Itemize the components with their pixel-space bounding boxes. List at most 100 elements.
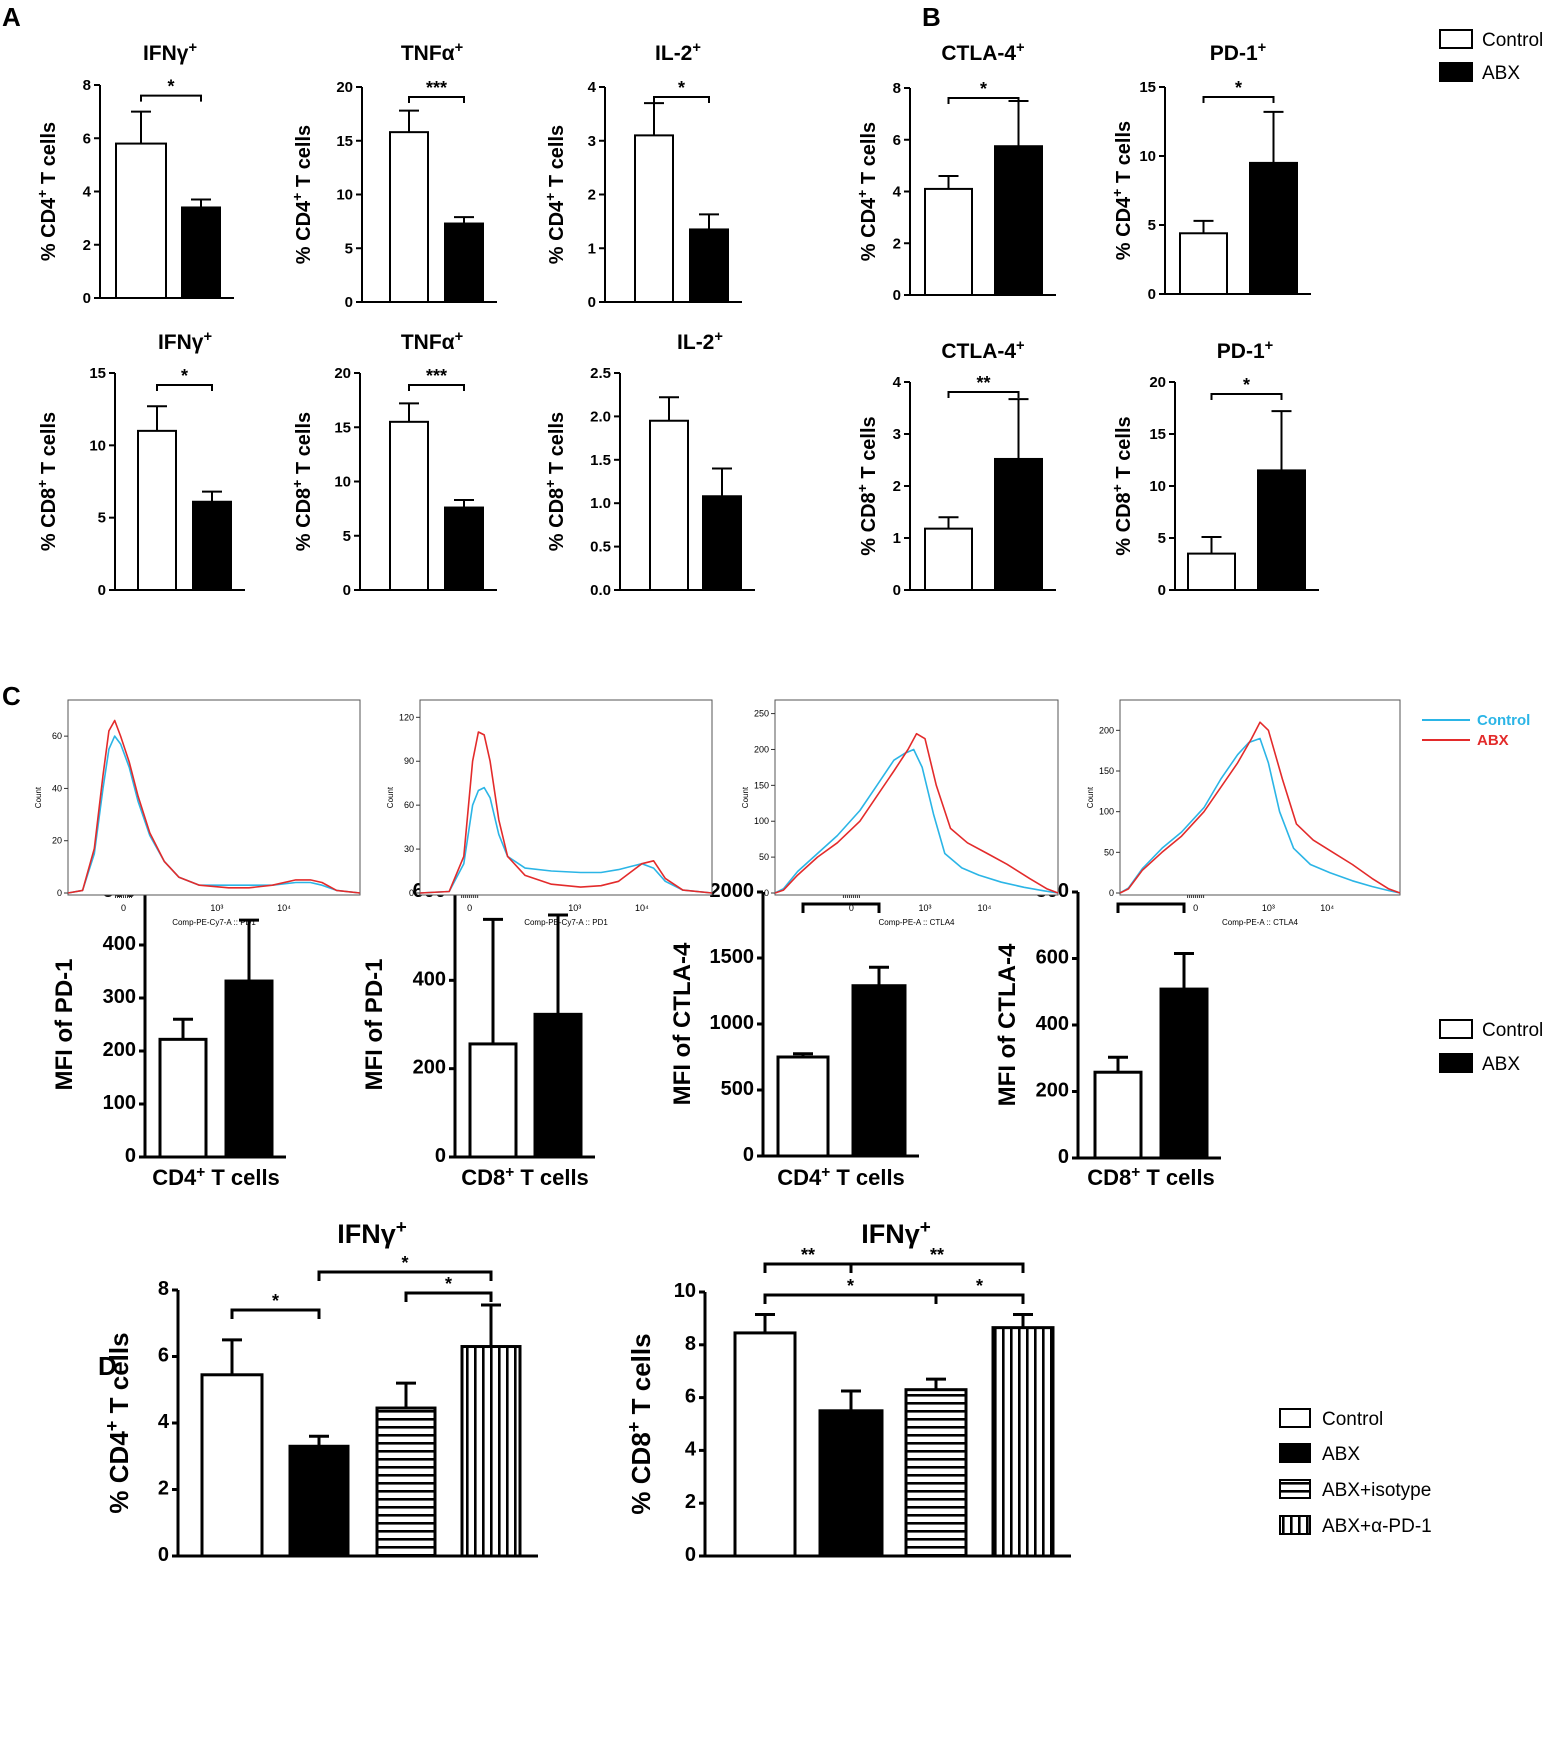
bar-control bbox=[158, 1037, 208, 1159]
y-tick-label: 400 bbox=[413, 968, 446, 990]
y-axis-label: Count bbox=[34, 786, 43, 808]
significance-bracket bbox=[763, 1293, 938, 1304]
significance-label: * bbox=[847, 1276, 854, 1296]
y-tick-label: 1 bbox=[893, 530, 901, 547]
bar-abx bbox=[181, 206, 221, 300]
y-tick-label: 4 bbox=[83, 184, 92, 201]
y-tick-label: 0 bbox=[1058, 1146, 1069, 1168]
bar-control bbox=[1187, 552, 1236, 591]
y-tick-label: 4 bbox=[893, 184, 902, 201]
bar-control bbox=[634, 134, 674, 303]
y-tick-label: 50 bbox=[759, 852, 769, 862]
legend-d-swatch-control bbox=[1279, 1408, 1311, 1428]
y-tick-label: 6 bbox=[158, 1345, 169, 1367]
y-axis-label: % CD8+ T cells bbox=[34, 412, 60, 551]
significance-label: * bbox=[445, 1274, 452, 1294]
x-tick-label: 10³ bbox=[568, 903, 581, 913]
panel-letter-b: B bbox=[922, 2, 941, 32]
x-tick-label: 0 bbox=[121, 903, 126, 913]
y-tick-label: 8 bbox=[158, 1278, 169, 1300]
y-tick-label: 0.0 bbox=[590, 582, 611, 599]
legend-ab-swatch-control bbox=[1439, 29, 1473, 49]
y-axis-label: % CD8+ T cells bbox=[289, 412, 315, 551]
significance-bracket bbox=[408, 384, 465, 391]
histogram-line-abx bbox=[1119, 721, 1401, 894]
y-tick-label: 15 bbox=[1139, 79, 1156, 96]
bar-abx bbox=[1257, 469, 1306, 591]
y-tick-label: 150 bbox=[754, 780, 769, 790]
y-tick-label: 20 bbox=[336, 79, 353, 96]
bar-control bbox=[200, 1373, 264, 1558]
bar-control bbox=[1093, 1070, 1143, 1160]
legend-d-swatch-abx bbox=[1279, 1443, 1311, 1463]
chart-a1: 0 2 4 6 8 IFNγ+ % CD4+ T cells * bbox=[34, 40, 234, 307]
y-tick-label: 0 bbox=[83, 290, 91, 307]
plot-frame bbox=[1119, 699, 1401, 896]
y-tick-label: 2.0 bbox=[590, 408, 611, 425]
histogram-line-control bbox=[774, 748, 1059, 894]
significance-bracket bbox=[140, 94, 202, 102]
y-tick-label: 2 bbox=[893, 478, 901, 495]
significance-bracket bbox=[156, 384, 213, 391]
chart-a2: 0 5 10 15 20 TNFα+ % CD4+ T cells *** bbox=[289, 40, 497, 311]
legend-ab: Control ABX bbox=[1439, 29, 1543, 84]
chart-title: IFNγ+ bbox=[143, 40, 197, 65]
y-tick-label: 8 bbox=[685, 1333, 696, 1355]
y-tick-label: 0 bbox=[158, 1544, 169, 1566]
significance-label: ** bbox=[976, 373, 990, 393]
significance-label: *** bbox=[426, 366, 447, 386]
significance-label: ** bbox=[801, 1245, 815, 1265]
y-tick-label: 6 bbox=[893, 132, 901, 149]
y-tick-label: 5 bbox=[98, 510, 106, 527]
y-axis-label: % CD8+ T cells bbox=[542, 412, 568, 551]
bar-abx-pd-1 bbox=[991, 1326, 1055, 1558]
chart-title: CTLA-4+ bbox=[941, 40, 1024, 65]
legend-d-swatch-isotype bbox=[1279, 1479, 1311, 1499]
significance-bracket bbox=[317, 1270, 493, 1281]
y-tick-label: 15 bbox=[334, 419, 351, 436]
y-tick-label: 0 bbox=[409, 888, 414, 898]
chart-c7: 0 500 1000 1500 2000 CD4+ T cells MFI of CTLA-… bbox=[669, 880, 919, 1190]
x-tick-label: 10⁴ bbox=[635, 903, 649, 913]
histogram-line-control bbox=[1119, 737, 1401, 894]
y-tick-label: 150 bbox=[1099, 766, 1114, 776]
bar-control bbox=[649, 419, 689, 591]
bar-control bbox=[389, 420, 429, 592]
legend-ab-label-control: Control bbox=[1482, 30, 1543, 51]
y-tick-label: 4 bbox=[158, 1411, 170, 1433]
panel-letter-d: D bbox=[98, 1351, 117, 1381]
significance-bracket bbox=[1116, 902, 1186, 913]
chart-a6: 0.0 0.5 1.0 1.5 2.0 2.5 IL-2+ % CD8+ T cells bbox=[542, 329, 755, 599]
y-tick-label: 200 bbox=[103, 1039, 136, 1061]
bar-abx bbox=[1249, 161, 1298, 295]
bar-abx bbox=[1159, 987, 1209, 1160]
significance-label: * bbox=[678, 78, 685, 98]
y-tick-label: 8 bbox=[893, 80, 901, 97]
significance-bracket bbox=[801, 902, 881, 913]
histogram-line-abx bbox=[774, 732, 1059, 894]
y-tick-label: 0 bbox=[893, 582, 901, 599]
legend-c-mfi-label-abx: ABX bbox=[1482, 1054, 1520, 1075]
y-tick-label: 250 bbox=[754, 709, 769, 719]
significance-label: *** bbox=[426, 78, 447, 98]
y-tick-label: 0 bbox=[764, 888, 769, 898]
y-tick-label: 20 bbox=[334, 365, 351, 382]
y-tick-label: 90 bbox=[404, 756, 414, 766]
legend-ab-label-abx: ABX bbox=[1482, 63, 1520, 84]
significance-bracket bbox=[1202, 96, 1275, 103]
y-tick-label: 400 bbox=[1036, 1013, 1069, 1035]
y-tick-label: 2.5 bbox=[590, 365, 611, 382]
significance-bracket bbox=[763, 1262, 853, 1273]
y-tick-label: 300 bbox=[103, 986, 136, 1008]
chart-b1: 0 2 4 6 8 CTLA-4+ % CD4+ T cells * bbox=[854, 40, 1056, 304]
y-tick-label: 60 bbox=[52, 731, 62, 741]
significance-label: * bbox=[1235, 78, 1242, 98]
chart-a5: 0 5 10 15 20 TNFα+ % CD8+ T cells *** bbox=[289, 329, 497, 599]
panel-letter-c: C bbox=[2, 681, 21, 711]
bar-abx bbox=[689, 228, 729, 303]
